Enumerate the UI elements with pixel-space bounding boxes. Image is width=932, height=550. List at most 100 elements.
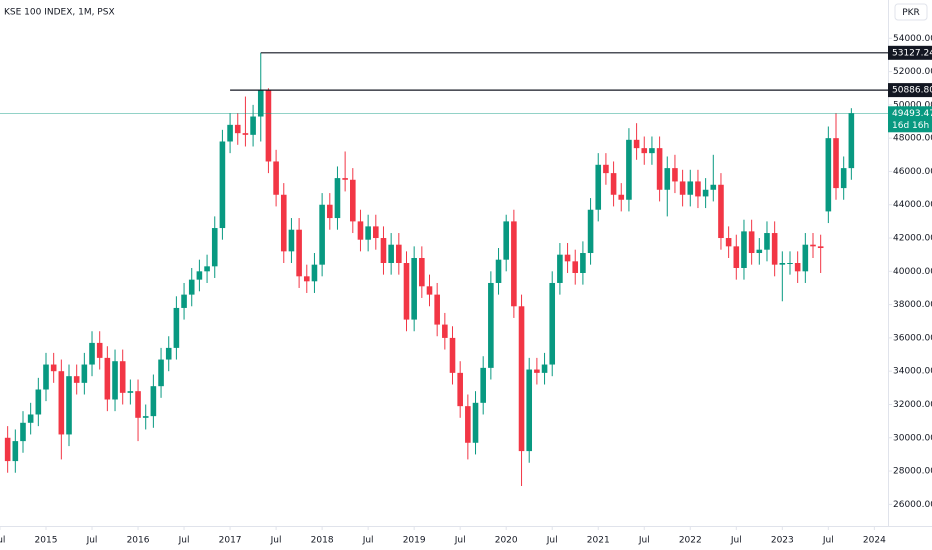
chart-title: KSE 100 INDEX, 1M, PSX bbox=[4, 8, 115, 18]
candle-body bbox=[219, 141, 226, 229]
candle-body bbox=[718, 184, 724, 239]
candle-body bbox=[771, 233, 778, 265]
candle-body bbox=[549, 282, 556, 365]
y-tick-label: 28000.00 bbox=[893, 467, 932, 477]
currency-box[interactable] bbox=[894, 3, 928, 21]
candle-body bbox=[756, 249, 763, 254]
y-tick-label: 44000.00 bbox=[893, 200, 932, 210]
candle-body bbox=[794, 263, 801, 272]
level-label-box bbox=[888, 45, 932, 60]
candle-body bbox=[89, 342, 95, 365]
candle-body bbox=[649, 148, 655, 154]
x-tick-label: Jul bbox=[730, 536, 742, 546]
candle-body bbox=[488, 282, 494, 368]
candle-body bbox=[119, 361, 126, 393]
candle-body bbox=[303, 276, 310, 282]
candle-body bbox=[442, 324, 448, 338]
candle-body bbox=[257, 90, 264, 117]
candle-body bbox=[142, 416, 149, 418]
candle-body bbox=[127, 391, 134, 393]
x-tick-label: 2016 bbox=[127, 536, 150, 546]
candle-body bbox=[434, 294, 440, 325]
x-tick-label: Jul bbox=[0, 536, 5, 546]
x-tick-label: Jul bbox=[638, 536, 650, 546]
candle-body bbox=[679, 181, 686, 195]
x-tick-label: Jul bbox=[454, 536, 466, 546]
candle-body bbox=[112, 361, 118, 400]
candle-body bbox=[603, 164, 609, 174]
candle-body bbox=[557, 254, 563, 283]
x-tick-label: Jul bbox=[178, 536, 190, 546]
countdown-label: 16d 16h bbox=[892, 121, 929, 131]
y-tick-label: 48000.00 bbox=[893, 134, 932, 144]
currency[interactable]: PKR bbox=[902, 8, 920, 18]
candle-body bbox=[365, 226, 371, 240]
y-tick-label: 46000.00 bbox=[893, 167, 932, 177]
candle-body bbox=[695, 181, 701, 197]
candle-body bbox=[35, 389, 42, 415]
candle-body bbox=[319, 204, 325, 265]
candle-body bbox=[411, 258, 417, 320]
candle-body bbox=[373, 226, 379, 239]
candle-body bbox=[242, 133, 249, 135]
x-tick-label: 2017 bbox=[219, 536, 242, 546]
candle-body bbox=[733, 246, 740, 268]
level-label: 53127.24 bbox=[892, 48, 932, 58]
candle-body bbox=[234, 124, 241, 134]
candle-body bbox=[779, 263, 786, 265]
y-tick-label: 36000.00 bbox=[893, 333, 932, 343]
candle-body bbox=[472, 402, 479, 443]
candle-body bbox=[150, 386, 157, 417]
candle-body bbox=[572, 261, 579, 273]
candle-body bbox=[20, 422, 26, 442]
candle-body bbox=[165, 347, 172, 360]
candle-body bbox=[204, 266, 210, 272]
y-tick-label: 54000.00 bbox=[893, 34, 932, 44]
candle-body bbox=[495, 259, 502, 283]
level-label-box bbox=[888, 83, 932, 98]
x-tick-label: 2021 bbox=[587, 536, 610, 546]
candle-body bbox=[350, 179, 356, 222]
candle-body bbox=[227, 124, 233, 142]
candle-body bbox=[104, 357, 111, 400]
candle-body bbox=[50, 364, 57, 372]
candle-body bbox=[403, 263, 410, 320]
candle-body bbox=[250, 116, 256, 135]
candle-body bbox=[465, 406, 471, 443]
candle-body bbox=[687, 181, 694, 195]
x-tick-label: Jul bbox=[270, 536, 282, 546]
y-tick-label: 32000.00 bbox=[893, 400, 932, 410]
x-tick-label: 2024 bbox=[863, 536, 886, 546]
level-label: 50886.80 bbox=[892, 86, 932, 96]
candle-body bbox=[825, 138, 832, 212]
y-tick-label: 40000.00 bbox=[893, 267, 932, 277]
candle-body bbox=[4, 437, 11, 462]
candle-body bbox=[518, 306, 525, 452]
candle-body bbox=[426, 286, 433, 295]
candle-body bbox=[748, 231, 755, 254]
y-tick-label: 52000.00 bbox=[893, 67, 932, 77]
candle-body bbox=[396, 244, 402, 263]
y-tick-label: 38000.00 bbox=[893, 300, 932, 310]
candle-body bbox=[280, 194, 287, 252]
candle-body bbox=[273, 161, 279, 195]
y-tick-label: 30000.00 bbox=[893, 433, 932, 443]
candle-body bbox=[664, 168, 671, 190]
candle-body bbox=[419, 258, 425, 287]
candle-body bbox=[311, 264, 318, 282]
candle-body bbox=[357, 221, 364, 240]
y-tick-label: 34000.00 bbox=[893, 367, 932, 377]
candle-body bbox=[833, 138, 839, 189]
candle-body bbox=[587, 209, 594, 254]
x-tick-label: 2015 bbox=[35, 536, 58, 546]
candle-body bbox=[511, 221, 517, 307]
candle-body bbox=[610, 173, 617, 195]
x-tick-label: 2019 bbox=[403, 536, 426, 546]
candle-body bbox=[66, 376, 72, 435]
candle-body bbox=[534, 369, 540, 373]
candle-body bbox=[641, 148, 648, 154]
x-tick-label: Jul bbox=[362, 536, 374, 546]
candle-body bbox=[580, 253, 586, 273]
candle-body bbox=[656, 148, 663, 190]
